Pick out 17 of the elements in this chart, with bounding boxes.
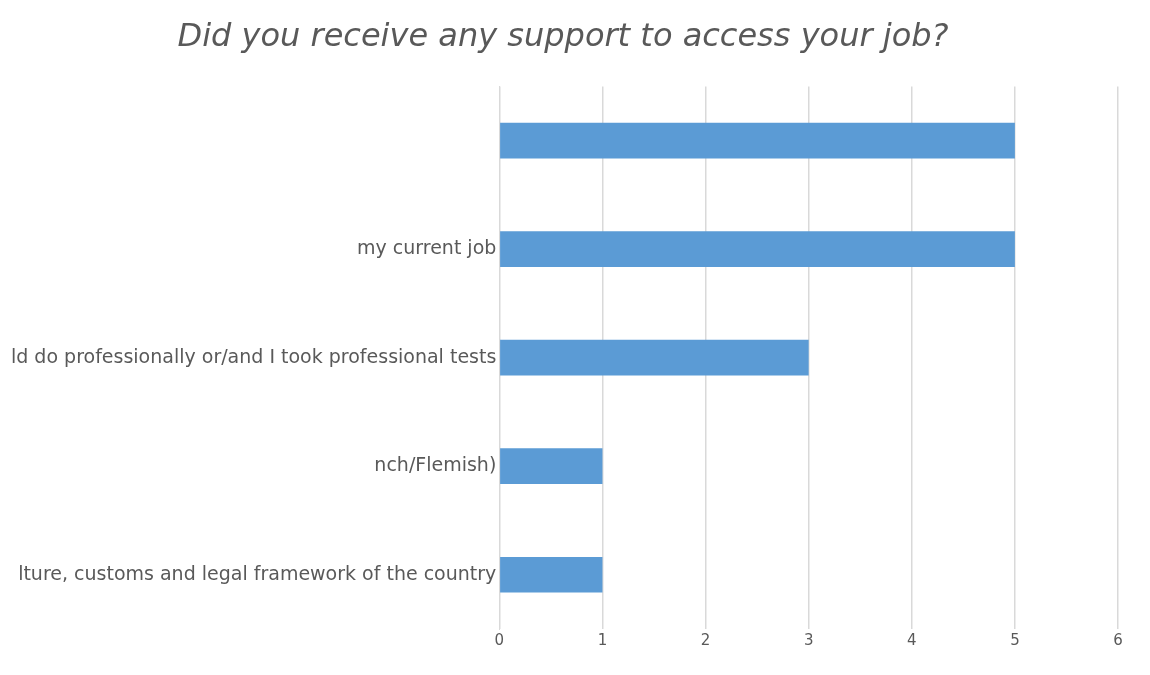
chart-title: Did you receive any support to access your job? xyxy=(177,15,949,54)
bar xyxy=(500,448,603,485)
bar xyxy=(500,339,809,376)
x-tick-label: 4 xyxy=(907,630,917,649)
bar xyxy=(500,231,1015,268)
y-tick-label: my current job xyxy=(357,236,497,259)
x-tick-label: 6 xyxy=(1113,630,1123,649)
x-tick-label: 0 xyxy=(494,630,505,649)
bar xyxy=(500,556,603,593)
bar xyxy=(500,122,1015,159)
x-tick-label: 1 xyxy=(597,630,608,649)
x-tick-label: 2 xyxy=(700,630,711,649)
y-tick-label: lture, customs and legal framework of the country xyxy=(18,561,497,584)
x-tick-label: 5 xyxy=(1010,630,1020,649)
y-tick-label: nch/Flemish) xyxy=(374,453,497,476)
y-tick-label: ld do professionally or/and I took professional tests xyxy=(10,344,497,367)
x-tick-label: 3 xyxy=(803,630,814,649)
